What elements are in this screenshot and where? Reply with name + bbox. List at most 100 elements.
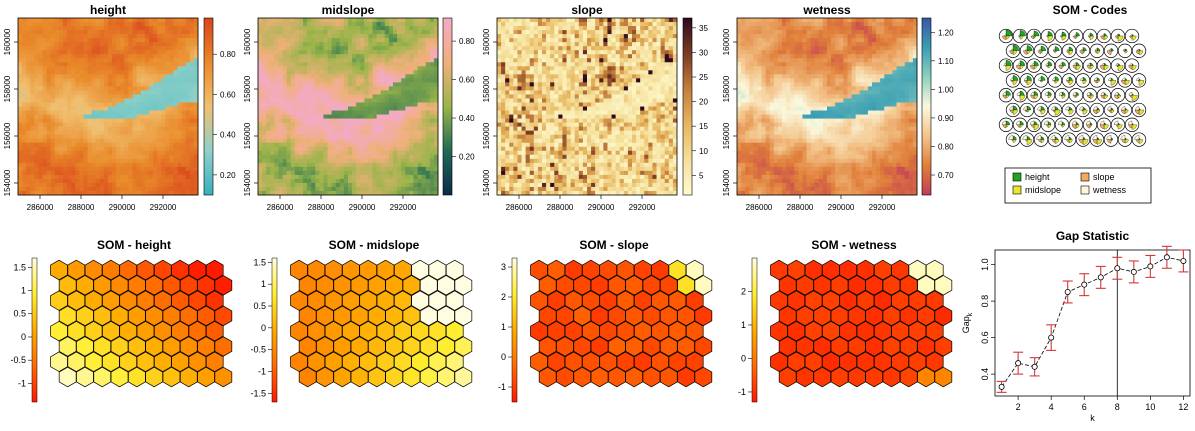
raster-cell bbox=[173, 126, 178, 132]
raster-cell bbox=[307, 174, 312, 180]
raster-cell bbox=[266, 90, 271, 95]
raster-cell bbox=[22, 26, 27, 31]
raster-cell bbox=[99, 134, 105, 140]
raster-cell bbox=[274, 38, 279, 43]
raster-cell bbox=[177, 158, 183, 164]
raster-cell bbox=[380, 26, 386, 31]
raster-cell bbox=[128, 90, 133, 95]
raster-cell bbox=[58, 158, 64, 164]
raster-cell bbox=[497, 98, 502, 103]
raster-cell bbox=[311, 86, 316, 91]
raster-cell bbox=[79, 30, 84, 35]
raster-cell bbox=[58, 22, 64, 27]
raster-cell bbox=[335, 94, 341, 99]
raster-cell bbox=[352, 98, 357, 103]
raster-cell bbox=[258, 98, 263, 103]
raster-cell bbox=[537, 90, 543, 95]
raster-cell bbox=[335, 158, 341, 164]
raster-cell bbox=[525, 98, 531, 103]
raster-cell bbox=[116, 62, 121, 67]
raster-cell bbox=[290, 106, 296, 111]
raster-cell bbox=[578, 154, 584, 160]
raster-cell bbox=[258, 130, 263, 136]
raster-cell bbox=[116, 138, 121, 144]
raster-cell bbox=[505, 114, 510, 119]
raster-cell bbox=[173, 138, 178, 144]
raster-cell bbox=[108, 174, 113, 180]
raster-cell bbox=[562, 38, 567, 43]
raster-cell bbox=[339, 186, 345, 192]
raster-cell bbox=[42, 162, 48, 168]
raster-cell bbox=[364, 78, 369, 83]
raster-cell bbox=[372, 50, 378, 55]
raster-cell bbox=[99, 122, 105, 128]
raster-cell bbox=[529, 50, 535, 55]
raster-cell bbox=[397, 190, 402, 196]
raster-cell bbox=[554, 38, 559, 43]
raster-cell bbox=[591, 50, 596, 55]
raster-cell bbox=[409, 78, 414, 83]
raster-cell bbox=[95, 78, 101, 83]
raster-cell bbox=[376, 138, 382, 144]
raster-cell bbox=[537, 42, 543, 47]
raster-cell bbox=[116, 98, 121, 103]
raster-cell bbox=[153, 174, 158, 180]
raster-cell bbox=[352, 38, 357, 43]
raster-cell bbox=[294, 30, 300, 35]
raster-cell bbox=[417, 70, 423, 75]
raster-cell bbox=[185, 154, 191, 160]
raster-cell bbox=[266, 46, 271, 51]
raster-cell bbox=[169, 70, 174, 75]
raster-cell bbox=[558, 50, 563, 55]
raster-cell bbox=[421, 42, 427, 47]
raster-cell bbox=[562, 186, 567, 192]
raster-cell bbox=[339, 174, 345, 180]
raster-cell bbox=[368, 126, 373, 132]
raster-cell bbox=[376, 134, 382, 140]
raster-cell bbox=[554, 170, 559, 176]
raster-cell bbox=[298, 66, 304, 71]
raster-cell bbox=[270, 90, 275, 95]
raster-cell bbox=[157, 154, 162, 160]
raster-cell bbox=[315, 154, 320, 160]
raster-cell bbox=[331, 150, 337, 156]
raster-cell bbox=[26, 174, 31, 180]
raster-cell bbox=[425, 94, 431, 99]
raster-cell bbox=[311, 18, 316, 23]
raster-cell bbox=[546, 130, 551, 136]
raster-cell bbox=[83, 186, 88, 192]
raster-cell bbox=[327, 38, 333, 43]
raster-cell bbox=[298, 182, 304, 188]
raster-cell bbox=[99, 90, 105, 95]
raster-cell bbox=[71, 98, 76, 103]
raster-cell bbox=[290, 102, 296, 107]
y-tick-label: 158000 bbox=[243, 75, 252, 102]
raster-cell bbox=[388, 38, 394, 43]
raster-cell bbox=[315, 134, 320, 140]
raster-cell bbox=[405, 178, 410, 184]
raster-cell bbox=[54, 162, 60, 168]
raster-cell bbox=[421, 62, 427, 67]
raster-cell bbox=[270, 102, 275, 107]
raster-cell bbox=[270, 146, 275, 152]
raster-cell bbox=[521, 118, 527, 123]
raster-cell bbox=[266, 94, 271, 99]
raster-cell bbox=[144, 58, 150, 63]
raster-cell bbox=[169, 110, 174, 115]
raster-cell bbox=[34, 22, 39, 27]
raster-cell bbox=[595, 46, 600, 51]
raster-cell bbox=[505, 158, 510, 164]
raster-cell bbox=[34, 186, 39, 192]
raster-cell bbox=[290, 54, 296, 59]
raster-cell bbox=[185, 70, 191, 75]
raster-cell bbox=[18, 142, 23, 148]
raster-cell bbox=[173, 98, 178, 103]
raster-cell bbox=[509, 178, 514, 184]
raster-cell bbox=[270, 26, 275, 31]
raster-cell bbox=[58, 174, 64, 180]
raster-cell bbox=[266, 126, 271, 132]
raster-cell bbox=[34, 138, 39, 144]
raster-cell bbox=[319, 62, 324, 67]
raster-cell bbox=[497, 154, 502, 160]
raster-cell bbox=[169, 82, 174, 87]
